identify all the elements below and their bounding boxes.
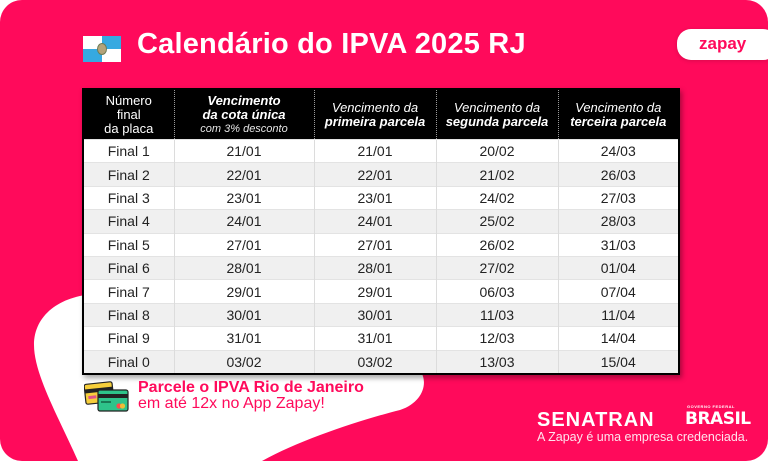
due-date-cell: 31/01 [173,326,314,351]
due-date-cell: 01/04 [557,255,678,280]
due-date-cell: 14/04 [557,326,678,351]
due-date-cell: 22/01 [313,162,436,187]
due-date-cell: 27/03 [557,185,678,210]
zapay-logo-badge[interactable]: zapay [677,29,768,60]
plate-final-cell: Final 3 [84,185,174,210]
due-date-cell: 24/01 [313,209,436,234]
table-header-row: Número final da placa Vencimento da cota… [84,90,678,140]
rio-de-janeiro-flag-icon [83,36,121,62]
due-date-cell: 03/02 [173,349,314,373]
due-date-cell: 21/01 [173,138,314,163]
credit-cards-icon [84,381,129,412]
table-row: Final 0 03/02 03/02 13/03 15/04 [84,349,678,373]
due-date-cell: 29/01 [313,279,436,304]
due-date-cell: 26/03 [557,162,678,187]
table-row: Final 7 29/01 29/01 06/03 07/04 [84,279,678,304]
table-row: Final 4 24/01 24/01 25/02 28/03 [84,209,678,234]
promo-headline: Parcele o IPVA Rio de Janeiro [138,379,364,396]
due-date-cell: 11/03 [435,302,558,327]
plate-final-cell: Final 2 [84,162,174,187]
due-date-cell: 21/01 [313,138,436,163]
due-date-cell: 31/01 [313,326,436,351]
header-second-installment: Vencimento da segunda parcela [435,90,558,140]
due-date-cell: 24/01 [173,209,314,234]
due-date-cell: 03/02 [313,349,436,373]
table-row: Final 5 27/01 27/01 26/02 31/03 [84,232,678,257]
due-date-cell: 22/01 [173,162,314,187]
plate-final-cell: Final 7 [84,279,174,304]
table-row: Final 1 21/01 21/01 20/02 24/03 [84,138,678,163]
due-date-cell: 23/01 [313,185,436,210]
ipva-schedule-table: Número final da placa Vencimento da cota… [82,88,680,375]
due-date-cell: 24/02 [435,185,558,210]
brasil-wordmark: BRASIL [685,409,751,429]
due-date-cell: 13/03 [435,349,558,373]
zapay-logo-text: zapay [699,34,747,53]
due-date-cell: 30/01 [313,302,436,327]
due-date-cell: 28/01 [313,255,436,280]
due-date-cell: 27/02 [435,255,558,280]
header-single-quota: Vencimento da cota única com 3% desconto [173,90,314,140]
table-row: Final 8 30/01 30/01 11/03 11/04 [84,302,678,327]
senatran-logo: SENATRAN [537,409,655,431]
due-date-cell: 27/01 [173,232,314,257]
due-date-cell: 11/04 [557,302,678,327]
due-date-cell: 24/03 [557,138,678,163]
table-row: Final 9 31/01 31/01 12/03 14/04 [84,326,678,351]
table-row: Final 6 28/01 28/01 27/02 01/04 [84,255,678,280]
page-title: Calendário do IPVA 2025 RJ [137,28,526,60]
plate-final-cell: Final 1 [84,138,174,163]
due-date-cell: 23/01 [173,185,314,210]
due-date-cell: 26/02 [435,232,558,257]
due-date-cell: 07/04 [557,279,678,304]
due-date-cell: 21/02 [435,162,558,187]
due-date-cell: 27/01 [313,232,436,257]
promo-subline: em até 12x no App Zapay! [138,395,325,412]
due-date-cell: 31/03 [557,232,678,257]
plate-final-cell: Final 5 [84,232,174,257]
due-date-cell: 20/02 [435,138,558,163]
due-date-cell: 29/01 [173,279,314,304]
plate-final-cell: Final 6 [84,255,174,280]
table-row: Final 2 22/01 22/01 21/02 26/03 [84,162,678,187]
table-row: Final 3 23/01 23/01 24/02 27/03 [84,185,678,210]
header-plate-final: Número final da placa [84,90,174,140]
governo-federal-brasil-logo: GOVERNO FEDERAL BRASIL [683,404,751,430]
header-first-installment: Vencimento da primeira parcela [313,90,436,140]
plate-final-cell: Final 4 [84,209,174,234]
header-third-installment: Vencimento da terceira parcela [557,90,678,140]
governo-federal-label: GOVERNO FEDERAL [687,404,735,409]
due-date-cell: 28/03 [557,209,678,234]
due-date-cell: 30/01 [173,302,314,327]
accreditation-note: A Zapay é uma empresa credenciada. [537,430,749,444]
plate-final-cell: Final 0 [84,349,174,373]
due-date-cell: 06/03 [435,279,558,304]
plate-final-cell: Final 8 [84,302,174,327]
due-date-cell: 12/03 [435,326,558,351]
due-date-cell: 25/02 [435,209,558,234]
due-date-cell: 28/01 [173,255,314,280]
plate-final-cell: Final 9 [84,326,174,351]
due-date-cell: 15/04 [557,349,678,373]
